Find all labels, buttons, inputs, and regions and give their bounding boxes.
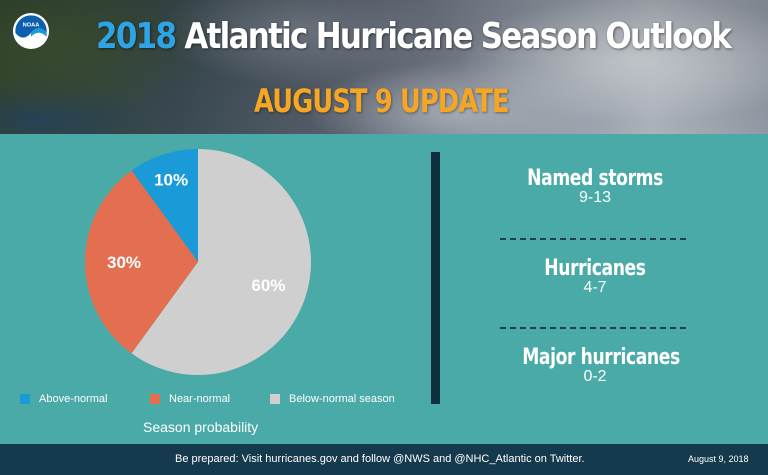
stat-label: Named storms	[527, 166, 663, 191]
legend-label: Near-normal	[169, 393, 231, 405]
footer-bar: Be prepared: Visit hurricanes.gov and fo…	[0, 444, 768, 475]
legend-label: Below-normal season	[289, 393, 395, 405]
stat-label: Hurricanes	[544, 256, 646, 281]
pie-slice-above-normal	[131, 149, 198, 262]
pie-slice-below-normal-season	[131, 149, 311, 375]
stat-divider	[500, 327, 686, 329]
title-text: Atlantic Hurricane Season Outlook	[184, 16, 732, 57]
pie-chart: 10% 30% 60%	[84, 149, 311, 375]
legend-item-above-normal: Above-normal	[20, 393, 107, 405]
noaa-logo: NOAA	[12, 12, 50, 50]
legend-label: Above-normal	[39, 393, 108, 405]
pie-slice-near-normal	[84, 170, 198, 354]
footer-text: Be prepared: Visit hurricanes.gov and fo…	[175, 453, 585, 465]
stat-named-storms: Named storms 9-13	[500, 166, 690, 207]
page-subtitle: AUGUST 9 UPDATE	[254, 82, 510, 120]
header-banner: NOAA 2018 Atlantic Hurricane Season Outl…	[0, 0, 768, 134]
stat-major-hurricanes: Major hurricanes 0-2	[500, 345, 690, 386]
legend-swatch-near-normal	[150, 394, 160, 404]
stat-label: Major hurricanes	[522, 345, 680, 370]
pie-slices	[84, 149, 311, 375]
pie-slice-value-label: 30%	[107, 253, 141, 272]
legend-item-below-normal: Below-normal season	[270, 393, 395, 405]
pie-slice-value-label: 10%	[154, 170, 188, 189]
logo-text: NOAA	[23, 22, 40, 28]
chart-caption: Season probability	[143, 419, 259, 435]
legend-swatch-below-normal	[270, 394, 280, 404]
legend-swatch-above-normal	[20, 394, 30, 404]
stat-value: 4-7	[583, 279, 607, 296]
page-title: 2018 Atlantic Hurricane Season Outlook	[96, 16, 732, 57]
footer-date: August 9, 2018	[688, 454, 749, 464]
pie-labels: 10% 30% 60%	[107, 170, 285, 295]
stat-value: 0-2	[583, 368, 607, 385]
legend-item-near-normal: Near-normal	[150, 393, 230, 405]
vertical-divider	[431, 152, 440, 404]
stat-divider	[500, 238, 686, 240]
stat-hurricanes: Hurricanes 4-7	[500, 256, 690, 297]
title-year: 2018	[96, 16, 177, 57]
stat-value: 9-13	[578, 189, 612, 206]
pie-slice-value-label: 60%	[251, 276, 285, 295]
